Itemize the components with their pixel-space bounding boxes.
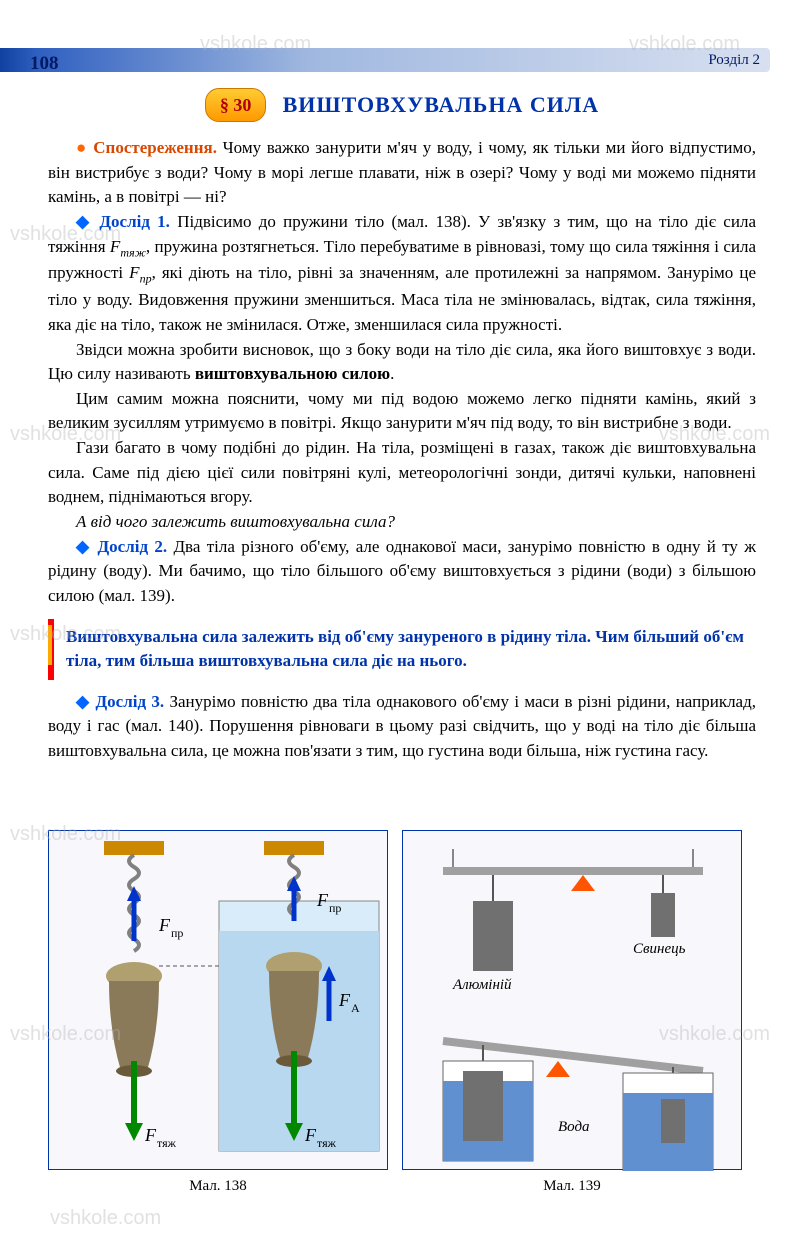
svg-text:F: F (158, 915, 171, 935)
paragraph-explain: Цим самим можна пояснити, чому ми під во… (48, 387, 756, 436)
paragraph-observation: Спостереження. Чому важко занурити м'яч … (48, 136, 756, 210)
figures-row: F пр F тяж F пр (48, 830, 756, 1198)
page-number: 108 (30, 50, 59, 78)
figure-139-svg: Алюміній Свинець (403, 831, 743, 1171)
paragraph-question: А від чого залежить виштовхувальна сила? (48, 510, 756, 535)
f-pr-sub: пр (140, 272, 152, 286)
section-title: § 30 ВИШТОВХУВАЛЬНА СИЛА (48, 88, 756, 122)
section-badge: § 30 (205, 88, 267, 122)
svg-text:пр: пр (329, 901, 341, 915)
paragraph-exp2: Дослід 2. Два тіла різного об'єму, але о… (48, 535, 756, 609)
paragraph-exp1: Дослід 1. Підвісимо до пружини тіло (мал… (48, 210, 756, 337)
svg-text:пр: пр (171, 926, 183, 940)
svg-text:тяж: тяж (317, 1136, 337, 1150)
svg-text:F: F (338, 990, 351, 1010)
svg-text:F: F (144, 1125, 157, 1145)
figure-139-caption: Мал. 139 (402, 1176, 742, 1198)
header-bar (0, 48, 770, 72)
exp1-text-c: , які діють на тіло, рівні за значенням,… (48, 263, 756, 333)
svg-text:F: F (316, 890, 329, 910)
svg-text:А: А (351, 1001, 360, 1015)
section-label: Розділ 2 (708, 50, 760, 72)
conclusion-b: . (390, 364, 394, 383)
svg-text:F: F (304, 1125, 317, 1145)
page-content: § 30 ВИШТОВХУВАЛЬНА СИЛА Спостереження. … (48, 88, 756, 764)
f-tyazh: F (110, 237, 120, 256)
figure-138: F пр F тяж F пр (48, 830, 388, 1170)
conclusion-a: Звідси можна зробити висновок, що з боку… (48, 340, 756, 384)
paragraph-conclusion: Звідси можна зробити висновок, що з боку… (48, 338, 756, 387)
buoyant-force-term: виштовхувальною силою (195, 364, 390, 383)
label-lead: Свинець (633, 941, 686, 957)
figure-138-caption: Мал. 138 (48, 1176, 388, 1198)
f-pr: F (129, 263, 139, 282)
watermark: vshkole.com (50, 1204, 161, 1233)
label-water: Вода (558, 1119, 590, 1135)
observation-label: Спостереження. (76, 138, 217, 157)
paragraph-gases: Гази багато в чому подібні до рідин. На … (48, 436, 756, 510)
svg-text:тяж: тяж (157, 1136, 177, 1150)
experiment2-label: Дослід 2. (76, 537, 167, 556)
label-aluminium: Алюміній (452, 977, 512, 993)
figure-138-wrapper: F пр F тяж F пр (48, 830, 388, 1198)
figure-138-svg: F пр F тяж F пр (49, 831, 389, 1171)
experiment1-label: Дослід 1. (76, 212, 170, 231)
experiment3-label: Дослід 3. (76, 692, 164, 711)
section-title-text: ВИШТОВХУВАЛЬНА СИЛА (283, 89, 600, 121)
paragraph-exp3: Дослід 3. Занурімо повністю два тіла одн… (48, 690, 756, 764)
highlight-rule: Виштовхувальна сила залежить від об'єму … (48, 619, 756, 680)
figure-139-wrapper: Алюміній Свинець (402, 830, 742, 1198)
f-tyazh-sub: тяж (120, 245, 146, 259)
figure-139: Алюміній Свинець (402, 830, 742, 1170)
